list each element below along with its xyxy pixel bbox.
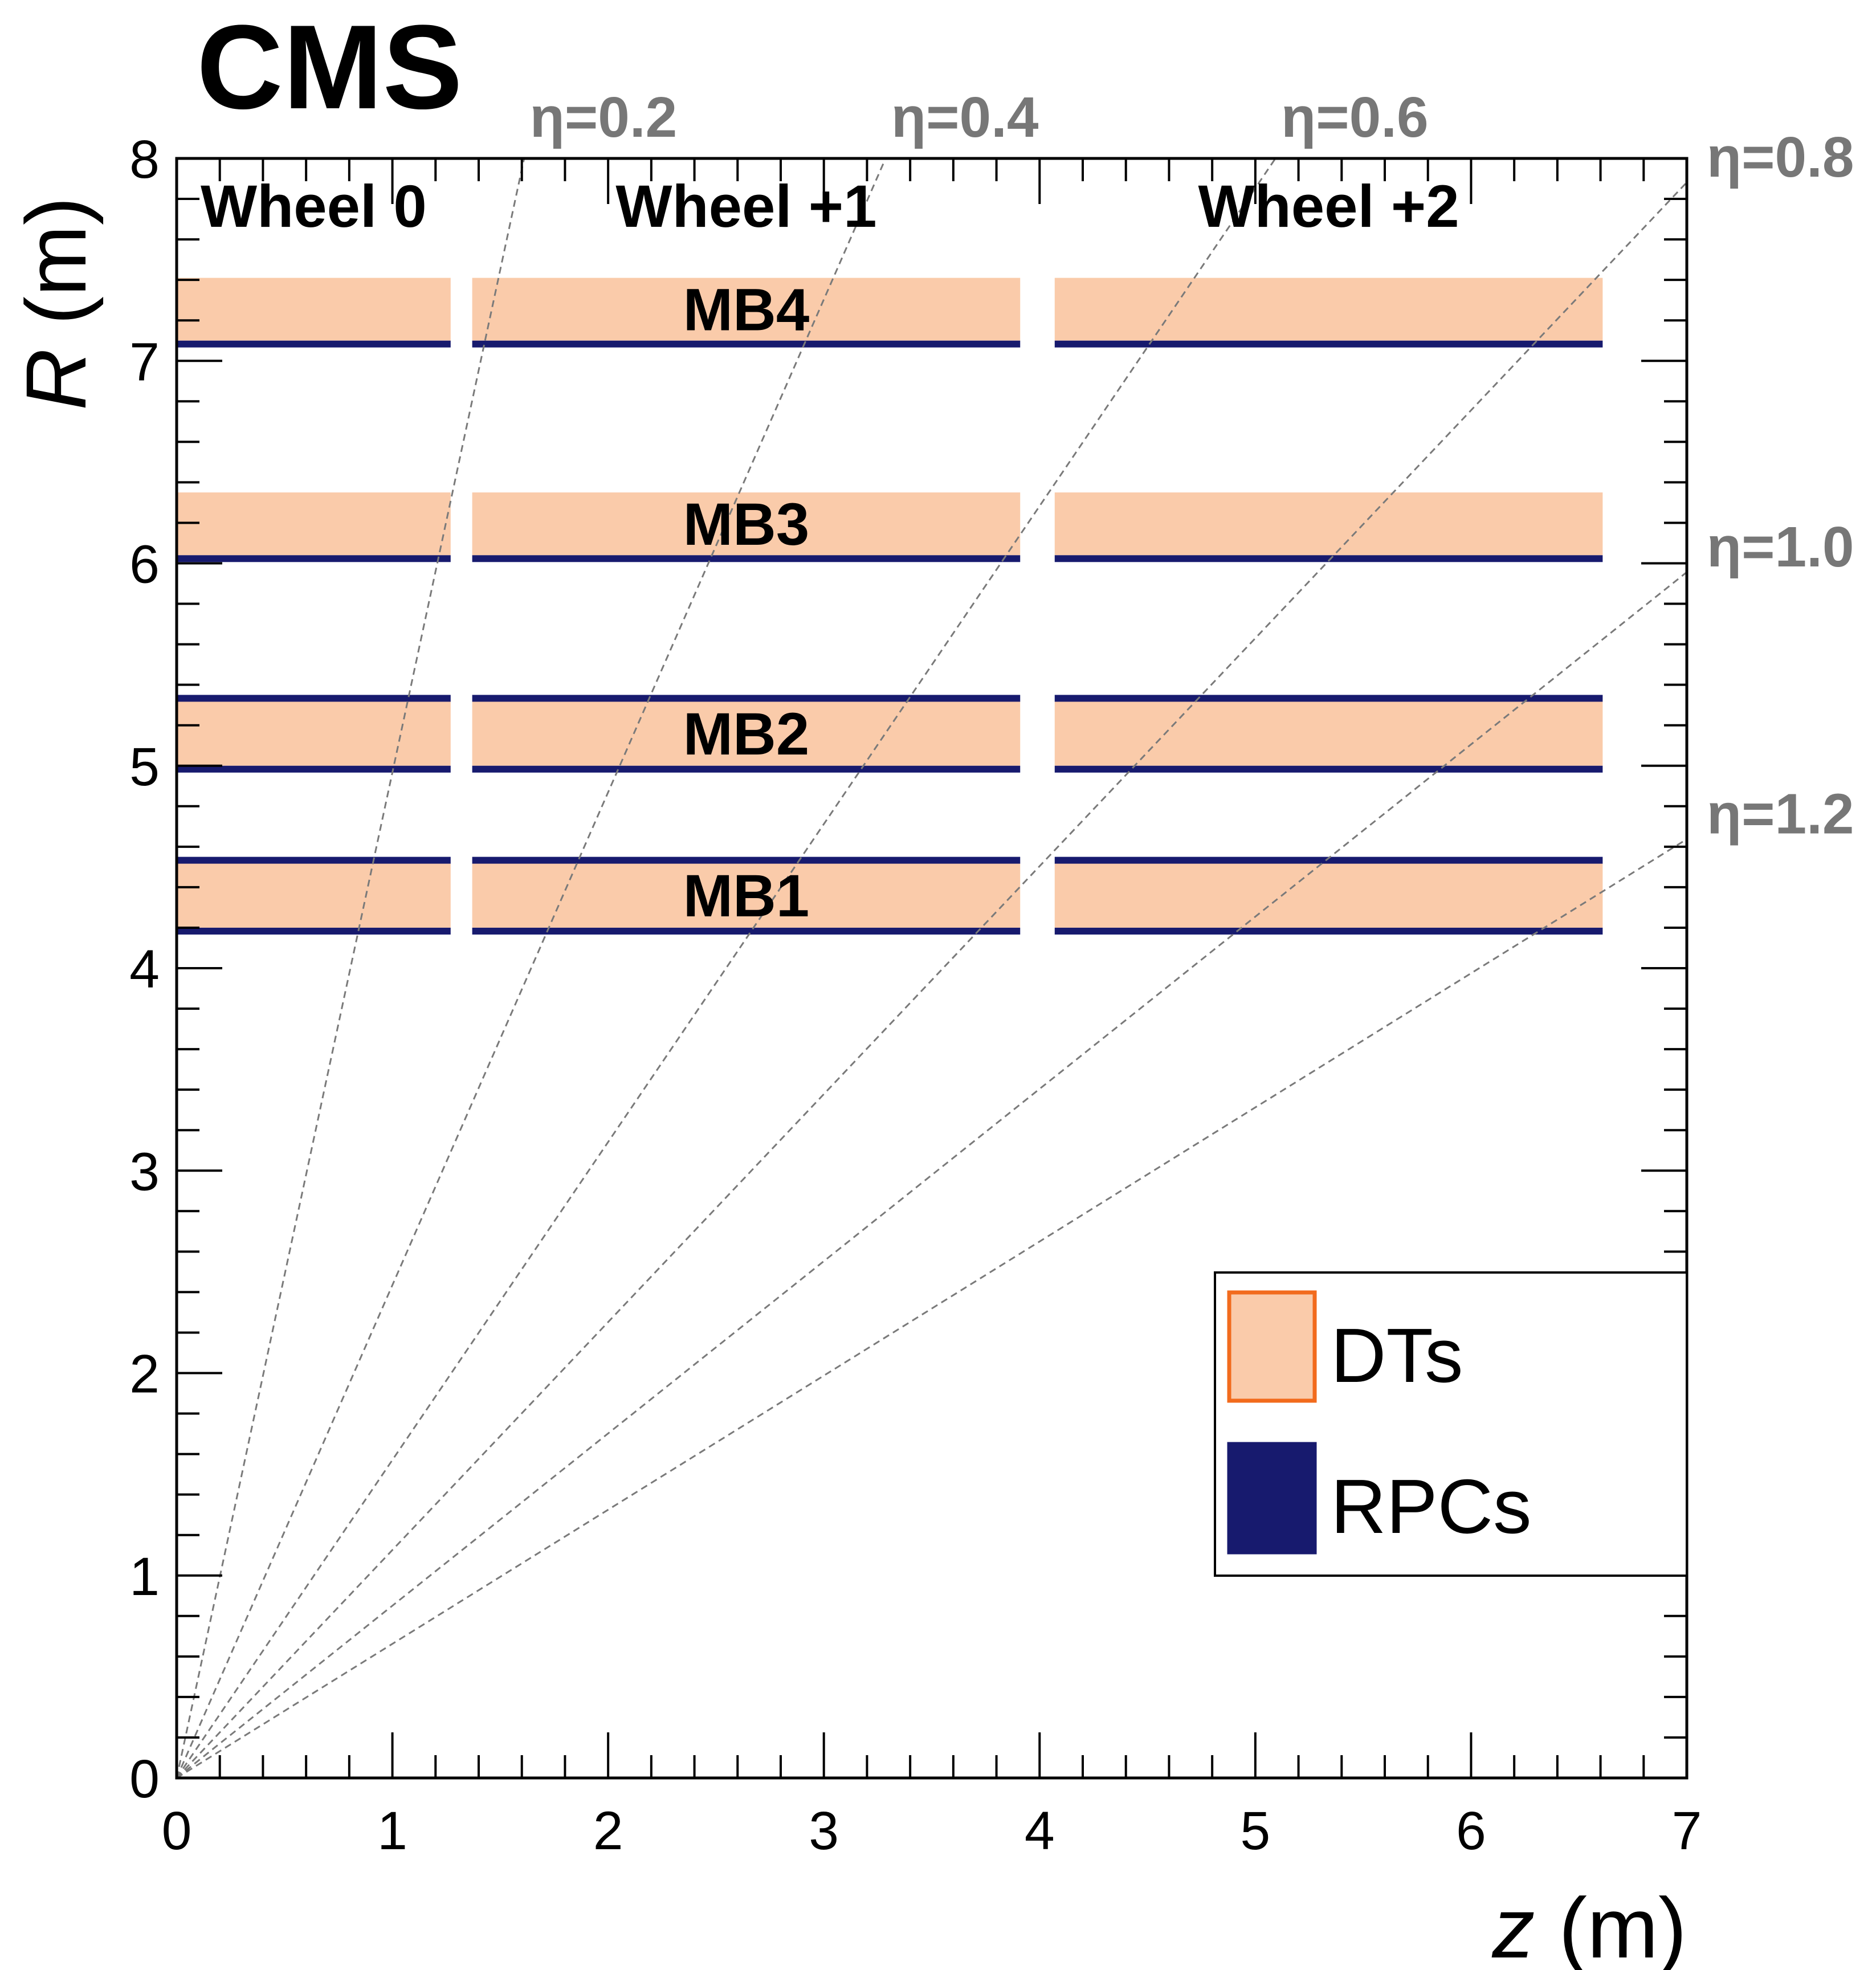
station-label: MB3 bbox=[683, 491, 810, 558]
rpc-layer bbox=[1054, 765, 1603, 773]
rpc-layer bbox=[472, 927, 1021, 935]
eta-line bbox=[176, 158, 1277, 1779]
y-axis-unit: (m) bbox=[8, 197, 104, 349]
rpc-layer bbox=[472, 340, 1021, 348]
x-tick-label: 7 bbox=[1672, 1801, 1702, 1861]
rpc-layer bbox=[472, 765, 1021, 773]
x-tick-label: 0 bbox=[162, 1801, 192, 1861]
wheel-label: Wheel +1 bbox=[615, 173, 876, 240]
station-label: MB2 bbox=[683, 701, 810, 768]
detector-layer bbox=[177, 278, 1603, 935]
y-tick-label: 0 bbox=[129, 1749, 160, 1809]
eta-label: η=0.4 bbox=[891, 85, 1039, 149]
dt-chamber bbox=[1054, 278, 1603, 341]
rpc-layer bbox=[1054, 340, 1603, 348]
y-tick-label: 2 bbox=[129, 1344, 160, 1405]
x-tick-label: 3 bbox=[809, 1801, 839, 1861]
rpc-layer bbox=[177, 340, 451, 348]
dt-chamber bbox=[1054, 492, 1603, 556]
x-axis-unit: (m) bbox=[1535, 1880, 1687, 1970]
station-label: MB4 bbox=[683, 277, 810, 344]
rpc-layer bbox=[1054, 555, 1603, 562]
rpc-layer bbox=[177, 856, 451, 864]
x-tick-label: 4 bbox=[1025, 1801, 1055, 1861]
wheel-label: Wheel 0 bbox=[201, 173, 427, 240]
eta-line bbox=[176, 158, 525, 1779]
y-tick-label: 7 bbox=[129, 332, 160, 392]
y-axis-title: R (m) bbox=[8, 197, 104, 410]
station-label: MB1 bbox=[683, 863, 810, 929]
x-tick-label: 1 bbox=[377, 1801, 407, 1861]
dt-chamber bbox=[177, 863, 451, 928]
station-labels-layer: MB1 MB2 MB3 MB4 Wheel 0 Wheel +1 Wheel +2 bbox=[201, 173, 1459, 929]
eta-label: η=1.0 bbox=[1707, 515, 1854, 579]
eta-line bbox=[176, 571, 1687, 1779]
wheel-label: Wheel +2 bbox=[1198, 173, 1459, 240]
y-tick-label: 1 bbox=[129, 1547, 160, 1607]
legend-dt-swatch bbox=[1227, 1290, 1317, 1403]
x-tick-label: 2 bbox=[593, 1801, 623, 1861]
rpc-layer bbox=[1054, 927, 1603, 935]
dt-chamber bbox=[1054, 863, 1603, 928]
eta-line bbox=[176, 838, 1687, 1779]
rpc-layer bbox=[177, 765, 451, 773]
y-tick-label: 5 bbox=[129, 737, 160, 797]
dt-chamber bbox=[177, 701, 451, 766]
tick-labels-layer: 0 1 2 3 4 5 6 7 0 1 2 3 4 5 6 7 8 bbox=[129, 129, 1702, 1861]
rpc-layer bbox=[177, 695, 451, 702]
y-tick-label: 4 bbox=[129, 939, 160, 1000]
eta-label: η=1.2 bbox=[1707, 782, 1854, 846]
dt-chamber bbox=[472, 701, 1021, 766]
eta-label: η=0.2 bbox=[530, 85, 678, 149]
legend-rpc-label: RPCs bbox=[1331, 1463, 1532, 1549]
y-tick-label: 6 bbox=[129, 535, 160, 595]
dt-chamber bbox=[177, 278, 451, 341]
dt-chamber bbox=[1054, 701, 1603, 766]
eta-lines-layer: η=0.2 η=0.4 η=0.6 η=0.8 η=1.0 η=1.2 bbox=[176, 85, 1854, 1779]
dt-chamber bbox=[177, 492, 451, 556]
x-axis-title: z (m) bbox=[1491, 1880, 1687, 1970]
dt-chamber bbox=[472, 278, 1021, 341]
eta-label: η=0.6 bbox=[1281, 85, 1429, 149]
rpc-layer bbox=[177, 555, 451, 562]
rpc-layer bbox=[472, 856, 1021, 864]
legend-rpc-swatch bbox=[1227, 1442, 1317, 1555]
legend-dt-label: DTs bbox=[1331, 1312, 1463, 1398]
eta-line bbox=[176, 158, 887, 1779]
x-axis-variable: z bbox=[1491, 1880, 1535, 1970]
rpc-layer bbox=[177, 927, 451, 935]
eta-label: η=0.8 bbox=[1707, 125, 1854, 189]
x-tick-label: 6 bbox=[1456, 1801, 1486, 1861]
dt-chamber bbox=[472, 492, 1021, 556]
rpc-layer bbox=[472, 695, 1021, 702]
y-axis-variable: R bbox=[8, 349, 104, 410]
legend: DTs RPCs bbox=[1214, 1271, 1688, 1577]
y-tick-label: 3 bbox=[129, 1141, 160, 1202]
experiment-label: CMS bbox=[197, 0, 463, 134]
x-tick-label: 5 bbox=[1240, 1801, 1270, 1861]
rpc-layer bbox=[1054, 695, 1603, 702]
eta-line bbox=[176, 181, 1688, 1779]
rpc-layer bbox=[1054, 856, 1603, 864]
y-tick-label: 8 bbox=[129, 129, 160, 190]
rpc-layer bbox=[472, 555, 1021, 562]
